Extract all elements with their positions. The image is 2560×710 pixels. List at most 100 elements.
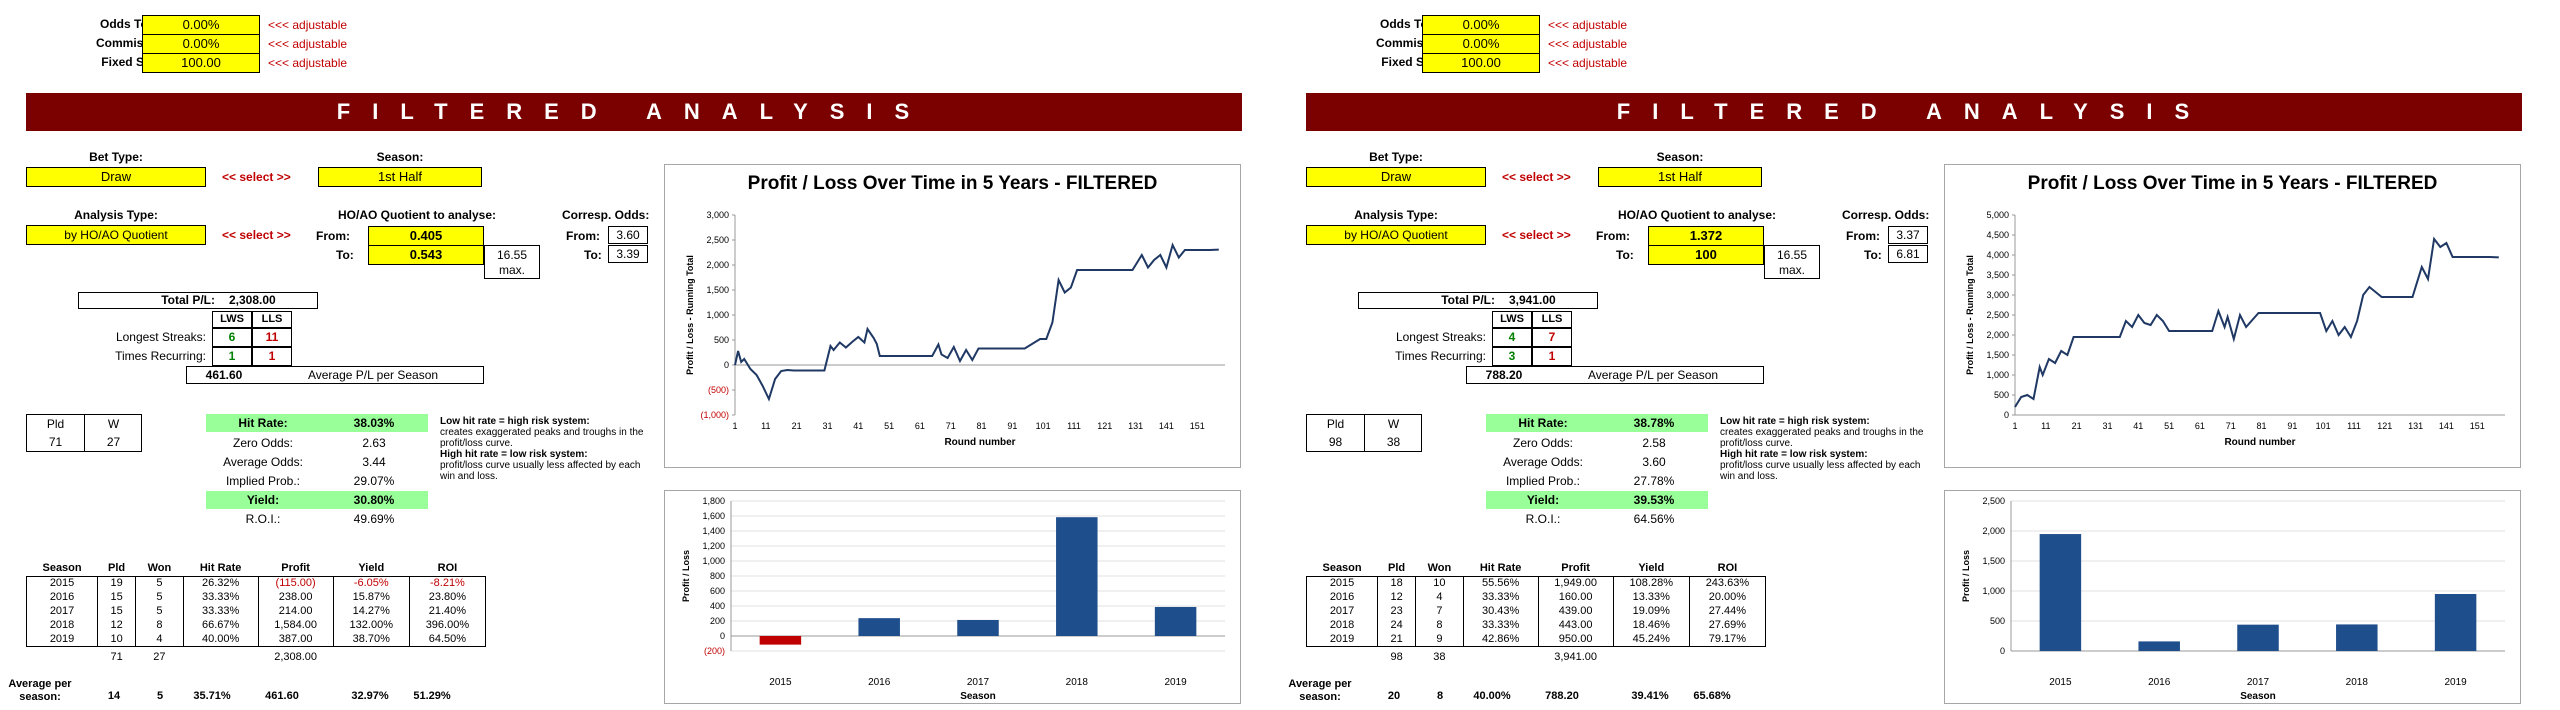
season-select[interactable]: 1st Half (1598, 167, 1762, 187)
analysis-panel: Odds Toggle: 0.00% <<< adjustable Commis… (8, 15, 1242, 704)
line-chart-svg: (1,000) (500) 0 500 1,000 1,500 2,000 2,500 3,00… (685, 210, 1225, 448)
table-cell: 79.17% (1688, 632, 1767, 647)
quotient-label: HO/AO Quotient to analyse: (338, 208, 497, 222)
odds-toggle-input[interactable]: 0.00% (1422, 15, 1540, 35)
totals-cell (27, 646, 98, 668)
bar (2039, 534, 2082, 651)
avg-pl-label: Average P/L per Season (307, 368, 439, 382)
odds-toggle-input[interactable]: 0.00% (142, 15, 260, 35)
quotient-from-input[interactable]: 1.372 (1648, 226, 1764, 246)
x-tick-label: 51 (884, 421, 894, 431)
y-tick-label: 3,000 (1986, 290, 2009, 300)
x-tick-label: 81 (977, 421, 987, 431)
table-cell: 2016 (1305, 590, 1379, 604)
analysis-type-select[interactable]: by HO/AO Quotient (26, 225, 206, 245)
x-tick-label: 1 (732, 421, 737, 431)
lws-header: LWS (212, 311, 252, 328)
avg-cell: 51.29% (413, 690, 451, 702)
totals-cell (333, 646, 409, 668)
y-tick-label: 500 (714, 335, 729, 345)
avg-odds-value: 3.60 (1642, 455, 1666, 469)
yield-label: Yield: (1486, 491, 1600, 509)
avg-pl-value: 788.20 (1485, 368, 1523, 382)
column-header: Hit Rate (199, 561, 242, 574)
bet-type-select[interactable]: Draw (1306, 167, 1486, 187)
pl-bar-chart: 0 500 1,000 1,500 2,000 2,500 2015 2016 2017 2018… (1944, 490, 2521, 704)
table-row: 2018 24 8 33.33% 443.00 18.46% 27.69% (1305, 618, 1767, 632)
y-tick-label: 2,500 (706, 235, 729, 245)
x-tick-label: 51 (2164, 421, 2174, 431)
totals-cell (1463, 646, 1538, 668)
avg-cell: 14 (107, 690, 121, 702)
line-chart-ylabel: Profit / Loss - Running Total (1965, 255, 1975, 375)
table-cell: 14.27% (332, 604, 410, 618)
quotient-to-input[interactable]: 100 (1648, 245, 1764, 265)
table-row: 2017 15 5 33.33% 214.00 14.27% 21.40% (25, 604, 487, 618)
table-cell: 2017 (1305, 604, 1379, 618)
corresp-from-value: 3.37 (1888, 226, 1928, 244)
x-tick-label: 31 (822, 421, 832, 431)
totals-cell: 2,308.00 (274, 651, 318, 664)
quotient-to-input[interactable]: 0.543 (368, 245, 484, 265)
note-high-title: High hit rate = low risk system: (1720, 449, 1868, 460)
column-header: Pld (108, 561, 126, 574)
x-tick-label: 11 (2041, 421, 2050, 431)
y-tick-label: 3,000 (706, 210, 729, 220)
fixed-stake-input[interactable]: 100.00 (1422, 53, 1540, 73)
adjustable-note: <<< adjustable (268, 18, 348, 32)
x-tick-label: 31 (2102, 421, 2112, 431)
to-label: To: (1616, 248, 1634, 262)
commission-input[interactable]: 0.00% (142, 34, 260, 54)
column-header: Pld (1388, 561, 1406, 574)
note-low-body: creates exaggerated peaks and troughs in… (1720, 427, 1924, 449)
pl-line-chart: Profit / Loss Over Time in 5 Years - FIL… (664, 164, 1241, 468)
table-cell: 5 (135, 575, 184, 590)
y-tick-label: 500 (1994, 390, 2009, 400)
table-cell: 55.56% (1462, 575, 1539, 590)
pl-series-line (2014, 236, 2499, 408)
category-label: 2016 (2148, 677, 2171, 688)
analysis-type-select[interactable]: by HO/AO Quotient (1306, 225, 1486, 245)
note-low-body: creates exaggerated peaks and troughs in… (440, 427, 644, 449)
w-value: 38 (1386, 435, 1401, 449)
y-tick-label: 1,400 (702, 526, 725, 536)
pld-w-box: Pld W 71 27 (26, 414, 142, 452)
note-low-title: Low hit rate = high risk system: (440, 416, 590, 427)
totals-cell (1613, 646, 1689, 668)
x-tick-label: 41 (2133, 421, 2143, 431)
table-cell: 439.00 (1537, 604, 1614, 618)
y-tick-label: 1,500 (706, 285, 729, 295)
table-cell: 10 (97, 632, 137, 647)
quotient-from-input[interactable]: 0.405 (368, 226, 484, 246)
adjustable-note: <<< adjustable (1548, 37, 1628, 51)
avg-per-season-row: 20 8 40.00% 788.20 39.41% 65.68% (1360, 690, 1766, 704)
zero-odds-value: 2.58 (1642, 436, 1666, 450)
category-label: 2017 (2247, 677, 2270, 688)
y-tick-label: (1,000) (700, 410, 729, 420)
y-tick-label: 4,500 (1986, 230, 2009, 240)
x-tick-label: 121 (2377, 421, 2392, 431)
yield-label: Yield: (206, 491, 320, 509)
table-cell: 396.00% (408, 618, 487, 632)
hit-rate-label: Hit Rate: (1486, 414, 1600, 432)
commission-input[interactable]: 0.00% (1422, 34, 1540, 54)
totals-cell: 71 (110, 651, 123, 664)
corresp-from-label: From: (566, 229, 600, 243)
bet-type-select[interactable]: Draw (26, 167, 206, 187)
quotient-label: HO/AO Quotient to analyse: (1618, 208, 1777, 222)
table-cell: 33.33% (182, 604, 259, 618)
table-row: 2019 21 9 42.86% 950.00 45.24% 79.17% (1305, 632, 1767, 647)
roi-value: 49.69% (353, 512, 395, 526)
x-tick-label: 151 (1190, 421, 1205, 431)
x-tick-label: 121 (1097, 421, 1112, 431)
fixed-stake-input[interactable]: 100.00 (142, 53, 260, 73)
avg-cell: 461.60 (265, 690, 299, 702)
season-select[interactable]: 1st Half (318, 167, 482, 187)
bar-chart-svg: (200) 0 200 400 600 800 1,000 1,200 1,400 1,600 1,… (681, 496, 1225, 702)
table-row: 2015 18 10 55.56% 1,949.00 108.28% 243.63% (1305, 575, 1767, 590)
quotient-max-label: max. (498, 263, 525, 277)
avg-odds-label: Average Odds: (223, 455, 303, 469)
category-label: 2017 (967, 677, 990, 688)
table-row: 2015 19 5 26.32% (115.00) -6.05% -8.21% (25, 575, 487, 590)
zero-odds-label: Zero Odds: (1512, 436, 1574, 450)
